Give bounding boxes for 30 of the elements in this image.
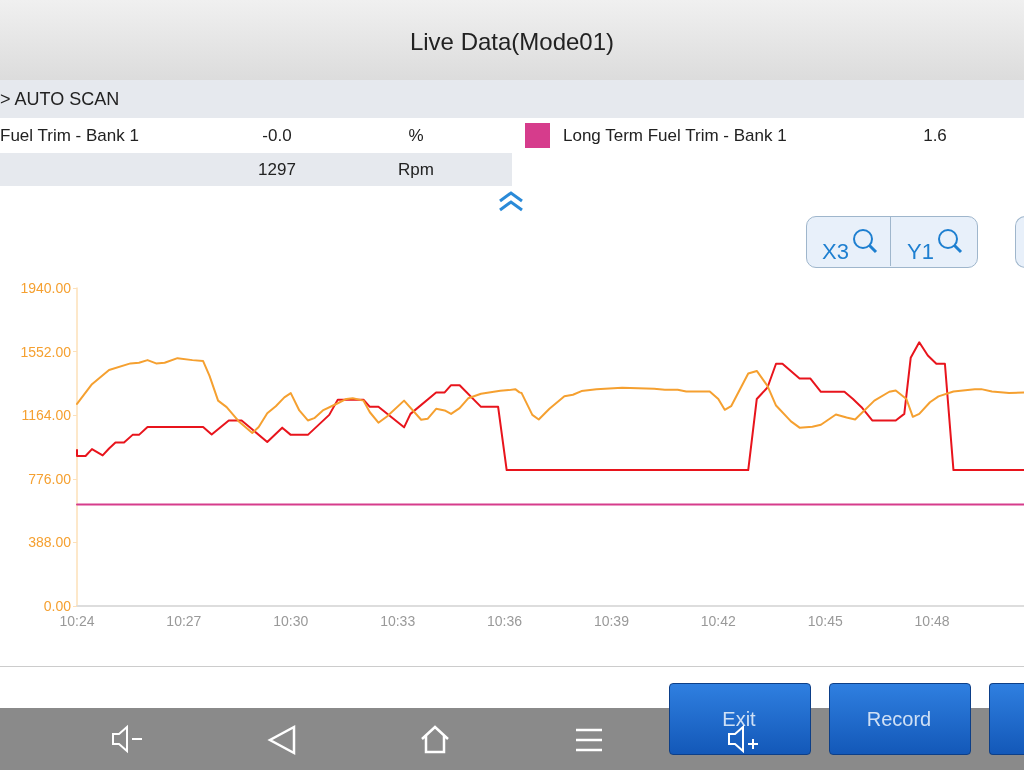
y-tick-label: 776.00	[28, 470, 72, 487]
y-tick-label: 0.00	[43, 598, 72, 614]
line-series	[76, 341, 1024, 472]
text: Exit	[722, 708, 756, 731]
x-tick-label: 10:33	[380, 613, 416, 629]
x-tick-label: 10:39	[593, 613, 630, 629]
x-tick-label: 10:36	[487, 613, 523, 629]
legend-label: Long Term Fuel Trim - Bank 1	[563, 126, 787, 146]
text: Fuel Trim - Bank 1	[0, 126, 139, 146]
text: 1297	[258, 160, 296, 180]
x-tick-label: 10:42	[700, 613, 737, 629]
x-tick-label: 10:48	[914, 613, 950, 629]
text: 1.6	[923, 126, 947, 146]
chart-subtitle: > AUTO SCAN	[0, 89, 120, 110]
text: %	[408, 126, 424, 146]
x-tick-label: 10:45	[807, 613, 843, 629]
text: -0.0	[262, 126, 292, 146]
text: Y1	[907, 239, 934, 265]
chart-title: Live Data(Mode01)	[408, 28, 616, 56]
y-tick-label: 1940.00	[20, 280, 72, 296]
y-tick-label: 388.00	[28, 534, 72, 551]
x-tick-label: 10:24	[59, 613, 95, 629]
x-tick-label: 10:27	[166, 613, 202, 629]
text: Record	[866, 708, 932, 731]
line-series	[76, 357, 1024, 434]
y-tick-label: 1552.00	[20, 343, 72, 360]
text: X3	[822, 239, 849, 265]
y-tick-label: 1164.00	[21, 407, 72, 424]
text: Rpm	[398, 160, 434, 180]
x-tick-label: 10:30	[273, 613, 309, 629]
